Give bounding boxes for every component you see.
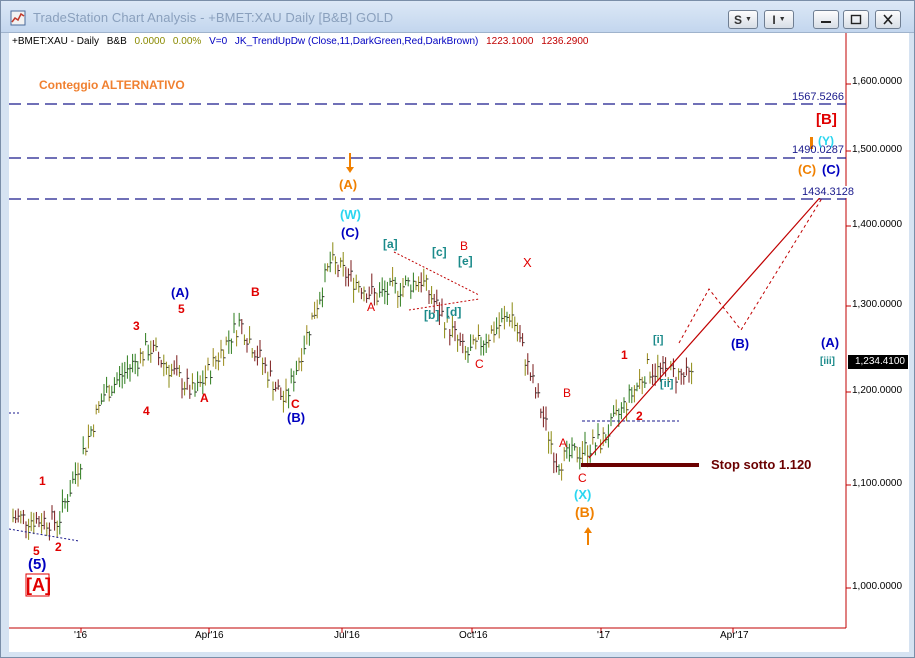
wave-label: 1 (39, 474, 46, 488)
y-tick-label: 1,500.0000 (852, 144, 903, 155)
wave-label: (C) (341, 225, 360, 240)
wave-label: (B) (287, 410, 306, 425)
trend-line-bottom (408, 298, 480, 311)
target-trend-line (588, 192, 825, 459)
wave-label: 5 (178, 302, 185, 316)
dropdown-arrow-icon: ▼ (745, 16, 752, 23)
wave-label: (X) (574, 487, 592, 502)
wave-label: [b] (424, 308, 440, 322)
wave-label: (Y) (818, 134, 834, 148)
trend-line-low (9, 528, 80, 542)
x-tick-label: Oct'16 (459, 630, 488, 641)
chart-area[interactable]: +BMET:XAU - Daily B&B 0.0000 0.00% V=0 J… (9, 33, 909, 652)
wave-label: 2 (55, 540, 62, 554)
y-tick-label: 1,200.0000 (852, 385, 903, 396)
wave-label: [iii] (820, 356, 835, 367)
last-price-badge: 1,234.4100 (848, 355, 908, 369)
wave-label: (B) (575, 504, 595, 520)
axis-tick-marks (80, 83, 851, 633)
x-tick-label: Jul'16 (334, 630, 360, 641)
app-icon (10, 10, 26, 26)
status-bb: B&B (106, 36, 127, 47)
indicator-menu-label: I (772, 12, 776, 27)
wave-label: [e] (458, 254, 473, 268)
x-tick-label: Apr'17 (720, 630, 749, 641)
status-line: +BMET:XAU - Daily B&B 0.0000 0.00% V=0 J… (12, 36, 593, 47)
status-symbol: +BMET:XAU - Daily (12, 36, 99, 47)
wave-label: (A) (339, 177, 358, 192)
status-indicator: JK_TrendUpDw (Close,11,DarkGreen,Red,Dar… (234, 36, 479, 47)
y-tick-label: 1,400.0000 (852, 219, 903, 230)
y-tick-label: 1,300.0000 (852, 299, 903, 310)
arrow-down-icon (346, 153, 354, 173)
window-title: TradeStation Chart Analysis - +BMET:XAU … (33, 10, 394, 25)
wave-label: B (460, 239, 469, 253)
wave-label: [d] (446, 305, 462, 319)
wave-label: 2 (636, 409, 643, 423)
symbol-menu-button[interactable]: S ▼ (728, 10, 758, 29)
x-tick-label: '17 (597, 630, 611, 641)
price-bars (12, 242, 694, 541)
wave-label: (A) (821, 335, 840, 350)
indicator-menu-button[interactable]: I ▼ (764, 10, 794, 29)
y-tick-label: 1,100.0000 (852, 478, 903, 489)
y-tick-label: 1,000.0000 (852, 581, 903, 592)
wave-label: B (251, 285, 260, 299)
wave-label: (C) (798, 162, 817, 177)
close-button[interactable] (875, 10, 901, 29)
wave-label: 1 (621, 348, 628, 362)
wave-label: [a] (383, 237, 398, 251)
minimize-icon (821, 21, 831, 23)
x-tick-label: '16 (74, 630, 88, 641)
level-label-1567: 1567.5266 (792, 91, 844, 103)
projection-path (678, 194, 825, 344)
wave-label: A (367, 300, 376, 314)
y-tick-label: 1,600.0000 (852, 76, 903, 87)
count-title: Conteggio ALTERNATIVO (39, 78, 185, 92)
wave-label: [A] (26, 575, 51, 595)
level-label-1434: 1434.3128 (802, 186, 854, 198)
wave-label: (A) (171, 285, 190, 300)
wave-label: C (291, 397, 300, 411)
wave-label: (W) (340, 207, 361, 222)
maximize-button[interactable] (843, 10, 869, 29)
close-icon (883, 14, 893, 25)
wave-label: X (523, 255, 532, 270)
wave-label: (B) (731, 336, 750, 351)
wave-label: 4 (143, 404, 150, 418)
wave-label: C (475, 357, 484, 371)
status-value2: 1236.2900 (541, 36, 589, 47)
status-pct: 0.00% (172, 36, 202, 47)
wave-label: C (578, 471, 587, 485)
dropdown-arrow-icon: ▼ (778, 16, 786, 23)
wave-label: [ii] (660, 378, 674, 390)
wave-label: [i] (653, 334, 664, 346)
title-bar[interactable]: TradeStation Chart Analysis - +BMET:XAU … (1, 1, 914, 33)
arrow-up-icon (584, 527, 592, 545)
level-label-1490: 1490.0287 (792, 144, 844, 156)
wave-label: [c] (432, 245, 447, 259)
wave-label: (5) (28, 556, 47, 573)
status-change: 0.0000 (134, 36, 166, 47)
stop-label: Stop sotto 1.120 (711, 457, 812, 472)
maximize-icon (850, 14, 862, 25)
symbol-menu-label: S (734, 12, 743, 27)
bracket-a-box (25, 573, 50, 597)
wave-label: A (559, 436, 568, 450)
wave-label: (C) (822, 162, 841, 177)
price-chart[interactable] (9, 33, 909, 652)
orange-marker (810, 137, 813, 149)
minimize-button[interactable] (813, 10, 839, 29)
wave-label: 3 (133, 319, 140, 333)
status-value1: 1223.1000 (486, 36, 534, 47)
status-volume: V=0 (209, 36, 228, 47)
wave-label: [B] (816, 111, 837, 128)
wave-label: B (563, 386, 572, 400)
x-tick-label: Apr'16 (195, 630, 224, 641)
wave-label: A (200, 391, 209, 405)
wave-label: 5 (33, 544, 40, 558)
